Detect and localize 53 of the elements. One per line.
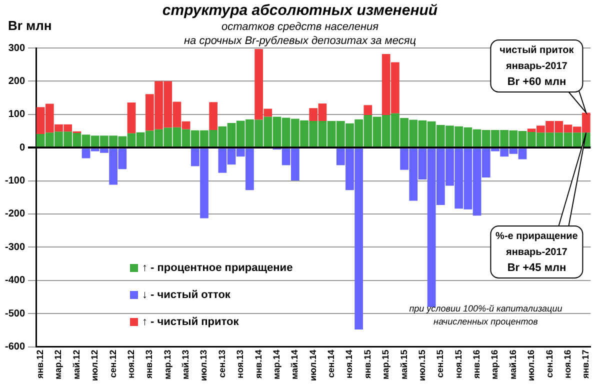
bar	[209, 102, 218, 130]
y-tick-label: -400	[5, 275, 26, 286]
x-tick-label: сен.15	[435, 350, 446, 378]
y-tick-label: -200	[5, 208, 26, 220]
x-tick-label: мар.16	[490, 350, 500, 380]
legend-label: ↑ - чистый приток	[142, 316, 239, 328]
bar	[127, 102, 136, 134]
x-tick-label: сен.16	[544, 350, 554, 378]
x-tick-label: май.16	[508, 350, 518, 380]
x-tick-label: ноя.13	[235, 350, 246, 378]
x-tick-label: ноя.16	[562, 350, 572, 378]
x-tick-label: июл.14	[308, 350, 318, 382]
y-tick-label: 200	[8, 76, 26, 87]
x-tick-label: май.15	[398, 350, 409, 380]
y-tick-label: 0	[19, 142, 26, 154]
x-tick-label: янв.17	[580, 350, 591, 379]
y-tick-label: -500	[5, 308, 26, 320]
y-tick-label: 300	[8, 42, 26, 54]
x-tick-label: сен.13	[216, 350, 227, 378]
y-tick-label: -300	[5, 242, 26, 253]
x-tick-label: июл.16	[526, 350, 536, 382]
chart-subtitle: остатков средств населения на срочных Br-рублевых депозитах за месяц	[182, 20, 418, 48]
x-tick-label: ноя.12	[126, 350, 136, 378]
y-axis-title: Br млн	[8, 18, 52, 33]
y-tick-label: -600	[5, 342, 26, 353]
x-tick-label: янв.16	[472, 350, 482, 379]
x-tick-label: сен.14	[326, 350, 336, 378]
chart-title: структура абсолютных изменений	[161, 2, 439, 19]
bar	[364, 105, 372, 116]
x-tick-label: июл.12	[90, 350, 100, 382]
annotation: %-е приращение январь-2017 Br +45 млн	[496, 230, 578, 274]
x-tick-label: янв.13	[144, 350, 154, 379]
x-tick-label: сен.12	[108, 350, 118, 378]
x-tick-label: мар.13	[162, 350, 172, 380]
legend-label: ↑ - процентное приращение	[142, 262, 293, 274]
legend-label: ↓ - чистый отток	[142, 288, 230, 300]
x-tick-label: янв.12	[35, 350, 46, 379]
x-tick-label: май.12	[71, 350, 82, 380]
y-tick-label: -100	[5, 176, 26, 187]
annotation: чистый приток январь-2017 Br +60 млн	[500, 44, 575, 88]
x-tick-label: мар.14	[271, 350, 282, 380]
x-tick-label: ноя.15	[453, 350, 464, 378]
x-tick-label: июл.15	[416, 350, 427, 382]
x-tick-label: янв.15	[362, 350, 372, 379]
x-tick-label: май.14	[290, 350, 300, 380]
x-tick-label: мар.15	[380, 350, 391, 380]
annotation: при условии 100%-й капитализации начисленных процентов	[409, 303, 562, 326]
x-tick-label: янв.14	[253, 350, 264, 379]
x-tick-label: ноя.14	[344, 350, 354, 378]
x-tick-label: май.13	[180, 350, 191, 380]
x-tick-label: мар.12	[53, 350, 64, 380]
x-tick-label: июл.13	[198, 350, 209, 382]
y-tick-label: 100	[8, 109, 26, 120]
